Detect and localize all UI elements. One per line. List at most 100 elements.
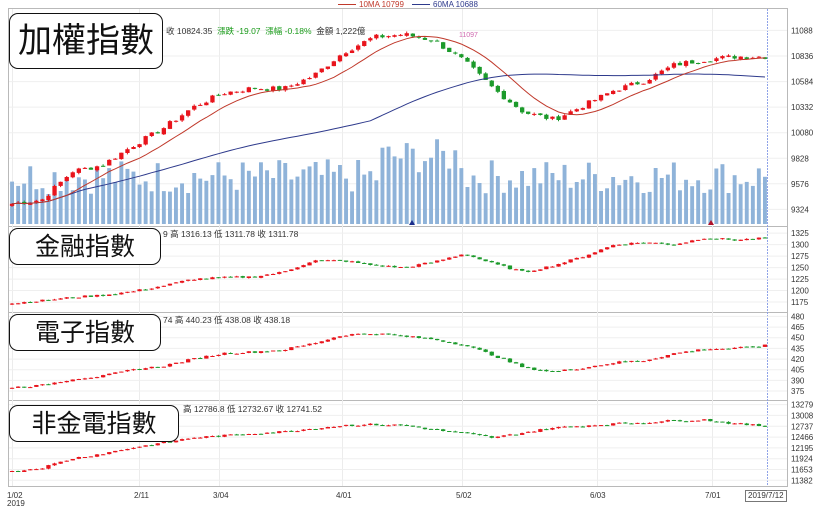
candle-body-p2-15 <box>101 375 106 378</box>
candle-body-p3-18 <box>119 450 124 452</box>
candle-body-p1-28 <box>179 280 185 283</box>
candle-body-p1-103 <box>635 242 640 244</box>
volume-bar-10 <box>70 190 75 224</box>
volume-bar-27 <box>174 187 178 224</box>
volume-bar-110 <box>678 190 682 224</box>
volume-bar-35 <box>222 175 227 224</box>
candle-body-p1-102 <box>629 242 634 245</box>
candle-body-p0-88 <box>544 114 549 119</box>
candle-body-p3-79 <box>489 436 494 438</box>
candle-body-p3-80 <box>495 436 500 438</box>
candle-body-p0-16 <box>107 159 112 166</box>
candle-body-p1-57 <box>356 261 361 263</box>
candle-body-p1-24 <box>155 286 160 289</box>
candle-body-p2-123 <box>756 346 762 348</box>
candle-body-p2-91 <box>562 369 567 371</box>
candle-body-p3-66 <box>410 425 415 427</box>
candle-body-p1-82 <box>507 265 513 270</box>
candle-body-p1-9 <box>64 297 69 299</box>
candle-body-p3-73 <box>453 431 458 433</box>
candle-body-p2-84 <box>520 363 525 368</box>
candle-body-p3-99 <box>611 423 616 426</box>
candle-body-p1-46 <box>289 269 294 271</box>
candle-body-p3-46 <box>289 430 294 432</box>
candle-body-p3-54 <box>337 426 343 428</box>
volume-bar-37 <box>234 189 239 224</box>
volume-bar-75 <box>465 187 470 224</box>
legend-60ma-label: 60MA 10688 <box>433 0 478 9</box>
volume-bar-16 <box>107 168 112 224</box>
volume-bar-67 <box>416 172 421 224</box>
candle-body-p2-25 <box>161 366 166 368</box>
volume-bar-92 <box>568 187 573 224</box>
candle-body-p2-117 <box>720 348 725 350</box>
candle-body-p1-113 <box>696 239 701 241</box>
candle-body-p3-89 <box>550 428 555 430</box>
candle-body-p1-15 <box>101 294 106 296</box>
candle-body-p2-122 <box>750 346 755 348</box>
candle-body-p3-68 <box>422 427 428 430</box>
candle-body-p1-101 <box>623 244 628 246</box>
candle-body-p2-59 <box>368 334 373 336</box>
y-tick-p2-4: 420 <box>791 355 805 364</box>
candle-body-p2-52 <box>325 339 330 342</box>
candle-body-p0-106 <box>653 73 658 80</box>
volume-bar-112 <box>690 186 695 224</box>
candle-body-p0-76 <box>471 61 476 68</box>
candle-body-p0-109 <box>671 63 677 68</box>
candle-body-p2-30 <box>192 358 197 360</box>
candle-body-p2-44 <box>277 350 282 352</box>
y-tick-p3-6: 11653 <box>791 466 813 475</box>
candle-body-p1-54 <box>337 259 343 261</box>
candle-body-p1-97 <box>598 249 604 253</box>
y-tick-p1-0: 1325 <box>791 229 809 238</box>
volume-bar-113 <box>696 180 701 224</box>
volume-bar-49 <box>307 166 312 224</box>
candle-body-p3-50 <box>313 429 318 430</box>
candle-body-p3-87 <box>538 429 543 432</box>
candle-body-p1-118 <box>726 238 731 240</box>
candle-body-p2-124 <box>762 344 768 347</box>
candle-body-p2-80 <box>495 355 500 358</box>
candle-body-p3-86 <box>532 431 537 433</box>
volume-bar-89 <box>550 173 555 224</box>
candle-body-p1-109 <box>671 244 677 246</box>
volume-bar-41 <box>259 162 263 224</box>
candle-body-p3-5 <box>40 468 45 470</box>
candle-body-p0-95 <box>586 100 592 109</box>
volume-bar-63 <box>392 156 397 224</box>
candle-body-p0-77 <box>477 66 482 74</box>
candle-body-p0-12 <box>82 167 88 169</box>
candle-body-p2-22 <box>143 368 148 370</box>
candle-body-p1-119 <box>732 239 737 241</box>
volume-bar-111 <box>684 179 688 224</box>
candle-body-p2-55 <box>343 335 349 337</box>
candle-body-p2-105 <box>647 359 652 361</box>
candle-body-p3-121 <box>744 423 749 426</box>
ma60-line <box>11 73 766 205</box>
taiex-close: 收 10824.35 <box>166 26 213 36</box>
candle-body-p1-77 <box>477 257 482 260</box>
volume-bar-70 <box>435 139 439 224</box>
candle-body-p0-30 <box>192 105 197 110</box>
candle-body-p1-2 <box>22 302 27 304</box>
candle-body-p0-62 <box>386 36 391 38</box>
candle-body-p1-100 <box>617 244 622 246</box>
candle-body-p0-120 <box>738 56 743 60</box>
candle-body-p0-40 <box>252 87 258 89</box>
candle-body-p1-47 <box>295 267 300 270</box>
candle-body-p2-4 <box>34 385 39 387</box>
candle-body-p1-112 <box>690 240 695 243</box>
candle-body-p2-70 <box>435 338 440 341</box>
candle-body-p0-73 <box>453 52 458 54</box>
volume-bar-18 <box>119 161 124 224</box>
candle-body-p0-21 <box>137 144 142 148</box>
candle-body-p0-7 <box>52 186 57 196</box>
candle-body-p0-92 <box>568 111 573 115</box>
candle-body-p3-83 <box>513 434 519 436</box>
volume-bar-91 <box>562 164 567 224</box>
x-tick-5: 6/03 <box>590 491 606 500</box>
volume-bar-84 <box>520 171 524 224</box>
candle-body-p2-104 <box>641 361 646 363</box>
candle-body-p1-6 <box>46 299 51 301</box>
